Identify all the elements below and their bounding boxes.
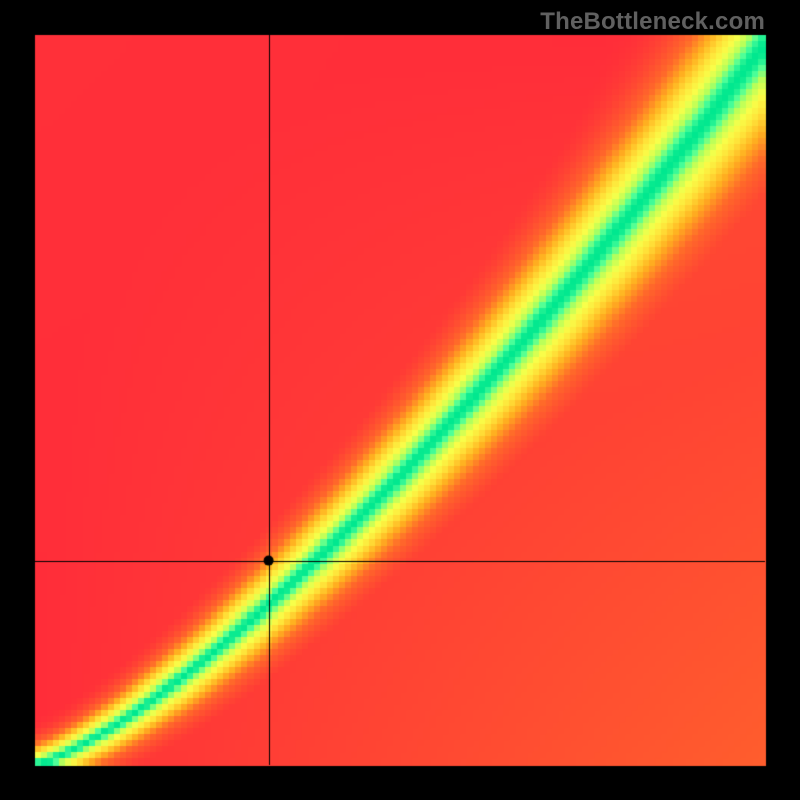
- watermark-text: TheBottleneck.com: [540, 8, 765, 36]
- heatmap-canvas: [0, 0, 800, 800]
- chart-container: TheBottleneck.com: [0, 0, 800, 800]
